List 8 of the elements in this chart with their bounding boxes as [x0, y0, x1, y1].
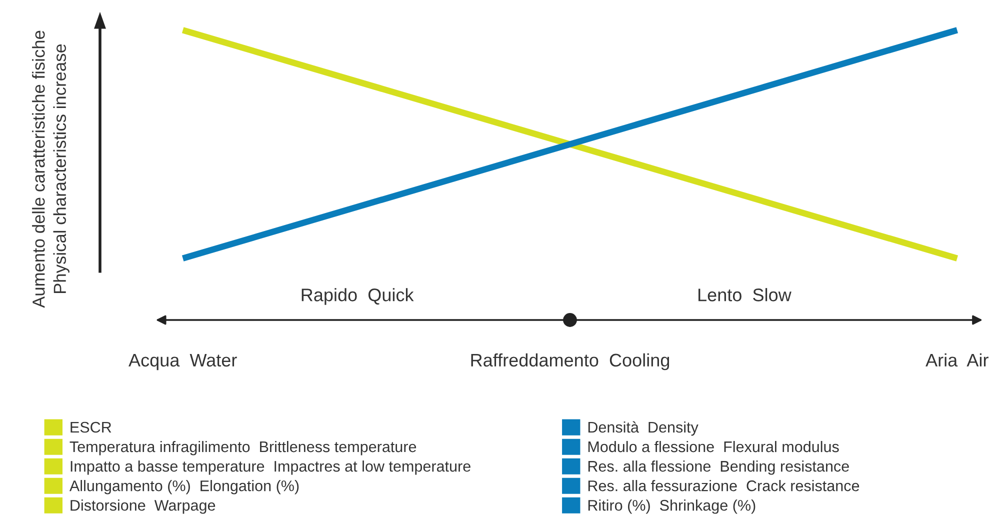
legend-label: ESCR Temperatura infragilimento Brittleness temperature Impatto a basse temperature Impactres at low temperature Allungamento (%) Elongation (%) Distorsione Warpage [69, 422, 470, 514]
text: Lento Slow [698, 288, 792, 302]
x-tick-label: Raffreddamento Cooling [471, 353, 670, 370]
y-axis-title: Aumento delle caratteristiche fisiche Physical characteristics increase [32, 30, 70, 308]
x-tick-label: Acqua Water [128, 354, 237, 370]
legend-label: Densità Density Modulo a flessione Flexural modulus Res. alla flessione Bending resistance Res. alla fessurazione Crack resistance Ritiro (%) Shrinkage (%) [588, 421, 860, 514]
x-tick-label: Aria Air [926, 353, 988, 367]
text: Rapido Quick [302, 288, 414, 305]
